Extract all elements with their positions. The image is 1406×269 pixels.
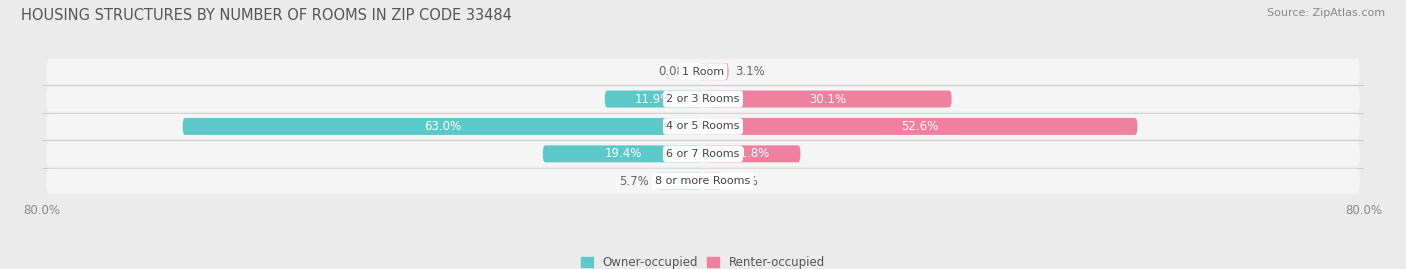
Text: 4 or 5 Rooms: 4 or 5 Rooms bbox=[666, 121, 740, 132]
FancyBboxPatch shape bbox=[703, 118, 1137, 135]
FancyBboxPatch shape bbox=[657, 173, 703, 190]
Text: 2.3%: 2.3% bbox=[728, 175, 758, 188]
FancyBboxPatch shape bbox=[46, 114, 1360, 139]
FancyBboxPatch shape bbox=[700, 63, 704, 80]
FancyBboxPatch shape bbox=[46, 141, 1360, 167]
FancyBboxPatch shape bbox=[543, 145, 703, 162]
Text: 0.08%: 0.08% bbox=[659, 65, 696, 78]
FancyBboxPatch shape bbox=[46, 86, 1360, 112]
Text: 11.8%: 11.8% bbox=[733, 147, 770, 160]
Text: 1 Room: 1 Room bbox=[682, 67, 724, 77]
Text: 5.7%: 5.7% bbox=[620, 175, 650, 188]
FancyBboxPatch shape bbox=[703, 145, 800, 162]
Text: 2 or 3 Rooms: 2 or 3 Rooms bbox=[666, 94, 740, 104]
Text: 11.9%: 11.9% bbox=[636, 93, 672, 105]
FancyBboxPatch shape bbox=[703, 63, 728, 80]
FancyBboxPatch shape bbox=[46, 169, 1360, 194]
FancyBboxPatch shape bbox=[605, 91, 703, 108]
Text: 19.4%: 19.4% bbox=[605, 147, 641, 160]
Text: 6 or 7 Rooms: 6 or 7 Rooms bbox=[666, 149, 740, 159]
Text: 63.0%: 63.0% bbox=[425, 120, 461, 133]
Text: Source: ZipAtlas.com: Source: ZipAtlas.com bbox=[1267, 8, 1385, 18]
FancyBboxPatch shape bbox=[183, 118, 703, 135]
Text: 8 or more Rooms: 8 or more Rooms bbox=[655, 176, 751, 186]
Text: 52.6%: 52.6% bbox=[901, 120, 939, 133]
Legend: Owner-occupied, Renter-occupied: Owner-occupied, Renter-occupied bbox=[581, 256, 825, 269]
Text: HOUSING STRUCTURES BY NUMBER OF ROOMS IN ZIP CODE 33484: HOUSING STRUCTURES BY NUMBER OF ROOMS IN… bbox=[21, 8, 512, 23]
FancyBboxPatch shape bbox=[703, 91, 952, 108]
Text: 3.1%: 3.1% bbox=[735, 65, 765, 78]
Text: 30.1%: 30.1% bbox=[808, 93, 846, 105]
FancyBboxPatch shape bbox=[703, 173, 723, 190]
FancyBboxPatch shape bbox=[46, 59, 1360, 84]
